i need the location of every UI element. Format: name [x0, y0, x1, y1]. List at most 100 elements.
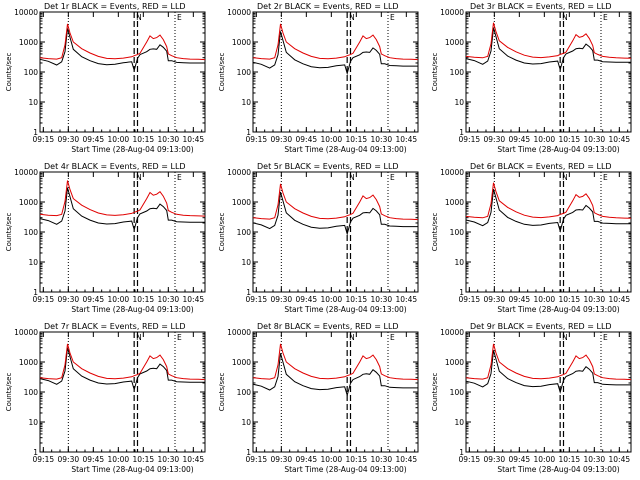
panel-title: Det 7r BLACK = Events, RED = LLD: [44, 322, 186, 331]
y-tick-label: 100: [237, 68, 252, 77]
x-tick-label: 09:45: [509, 135, 531, 144]
marker-label: N: [136, 173, 142, 182]
marker-label: E: [177, 13, 182, 22]
det-panel-9: Det 9r BLACK = Events, RED = LLD 1 10 100 10…: [431, 322, 632, 474]
plot-frame: [252, 171, 419, 293]
x-tick-label: 10:00: [534, 295, 556, 304]
events-series-line: [39, 347, 205, 392]
plot-frame: [39, 11, 206, 133]
x-tick-label: 09:30: [271, 295, 293, 304]
y-tick-label: 100: [450, 68, 465, 77]
x-tick-label: 09:15: [33, 455, 55, 464]
y-tick-label: 1000: [19, 198, 38, 207]
lld-series-line: [465, 22, 632, 59]
plot-frame: [465, 171, 632, 293]
lld-series-line: [252, 23, 419, 61]
y-tick-label: 1000: [445, 358, 464, 367]
x-tick-label: 09:15: [246, 135, 268, 144]
x-tick-label: 09:15: [246, 455, 268, 464]
x-tick-label: 09:45: [83, 135, 105, 144]
x-tick-label: 09:30: [271, 135, 293, 144]
lld-series-line: [252, 343, 419, 381]
lld-series-line: [39, 23, 206, 61]
x-tick-label: 10:00: [534, 455, 556, 464]
y-tick-label: 10: [454, 258, 464, 267]
y-tick-label: 10000: [440, 168, 464, 177]
x-tick-label: 10:00: [321, 295, 343, 304]
marker-label: N: [349, 13, 355, 22]
plot-frame: [465, 11, 632, 133]
y-tick-label: 10000: [14, 328, 38, 337]
x-axis-label: Start Time (28-Aug-04 09:13:00): [71, 465, 193, 474]
y-tick-label: 1000: [445, 198, 464, 207]
y-tick-label: 1: [33, 288, 38, 297]
x-tick-label: 09:15: [459, 295, 481, 304]
y-tick-label: 10000: [440, 8, 464, 17]
y-tick-label: 1000: [232, 38, 251, 47]
x-tick-label: 10:00: [321, 135, 343, 144]
y-tick-label: 1: [246, 288, 251, 297]
x-tick-label: 10:00: [534, 135, 556, 144]
x-tick-label: 09:30: [58, 455, 80, 464]
x-tick-label: 10:00: [108, 135, 130, 144]
x-tick-label: 10:30: [584, 295, 606, 304]
x-tick-label: 10:15: [133, 455, 155, 464]
marker-label: N: [136, 13, 142, 22]
events-series-line: [39, 187, 205, 232]
x-tick-label: 10:30: [371, 295, 393, 304]
plot-frame: [252, 11, 419, 133]
x-tick-label: 09:45: [509, 295, 531, 304]
x-tick-label: 09:15: [459, 455, 481, 464]
marker-label: E: [390, 13, 395, 22]
y-tick-label: 10: [28, 258, 38, 267]
marker-label: N: [349, 173, 355, 182]
lld-series-line: [465, 343, 632, 381]
x-tick-label: 09:45: [83, 455, 105, 464]
x-axis-label: Start Time (28-Aug-04 09:13:00): [497, 305, 619, 314]
marker-label: N: [136, 333, 142, 342]
det-panel-6: Det 6r BLACK = Events, RED = LLD 1 10 100 10…: [431, 162, 632, 314]
y-tick-label: 1000: [232, 198, 251, 207]
x-tick-label: 10:45: [183, 135, 205, 144]
x-tick-label: 09:45: [296, 295, 318, 304]
marker-label: N: [562, 13, 568, 22]
det-panel-2: Det 2r BLACK = Events, RED = LLD 1 10 100 10…: [218, 2, 419, 154]
x-tick-label: 10:30: [371, 135, 393, 144]
y-tick-label: 100: [450, 228, 465, 237]
panel-title: Det 9r BLACK = Events, RED = LLD: [470, 322, 612, 331]
y-tick-label: 10: [241, 418, 251, 427]
y-tick-label: 1000: [232, 358, 251, 367]
x-tick-label: 10:15: [346, 455, 368, 464]
y-tick-label: 1000: [445, 38, 464, 47]
det-panel-8: Det 8r BLACK = Events, RED = LLD 1 10 100 10…: [218, 322, 419, 474]
y-tick-label: 10000: [227, 8, 251, 17]
plot-frame: [39, 331, 206, 453]
plot-frame: [39, 171, 206, 293]
x-tick-label: 10:45: [396, 455, 418, 464]
plot-frame: [252, 331, 419, 453]
x-tick-label: 10:30: [584, 135, 606, 144]
y-tick-label: 100: [237, 228, 252, 237]
marker-label: E: [177, 173, 182, 182]
x-tick-label: 09:15: [459, 135, 481, 144]
y-tick-label: 10: [241, 258, 251, 267]
x-tick-label: 10:45: [609, 295, 631, 304]
x-tick-label: 10:45: [609, 455, 631, 464]
x-tick-label: 10:15: [346, 295, 368, 304]
x-tick-label: 10:15: [133, 135, 155, 144]
marker-label: E: [603, 333, 608, 342]
y-tick-label: 10: [28, 98, 38, 107]
x-axis-label: Start Time (28-Aug-04 09:13:00): [497, 465, 619, 474]
x-axis-label: Start Time (28-Aug-04 09:13:00): [497, 145, 619, 154]
y-tick-label: 10000: [440, 328, 464, 337]
x-tick-label: 10:30: [371, 455, 393, 464]
x-tick-label: 10:15: [559, 455, 581, 464]
y-tick-label: 100: [450, 388, 465, 397]
marker-label: E: [603, 173, 608, 182]
y-tick-label: 10000: [14, 168, 38, 177]
y-tick-label: 1: [33, 128, 38, 137]
x-tick-label: 10:15: [133, 295, 155, 304]
marker-label: E: [390, 333, 395, 342]
y-tick-label: 1: [246, 128, 251, 137]
